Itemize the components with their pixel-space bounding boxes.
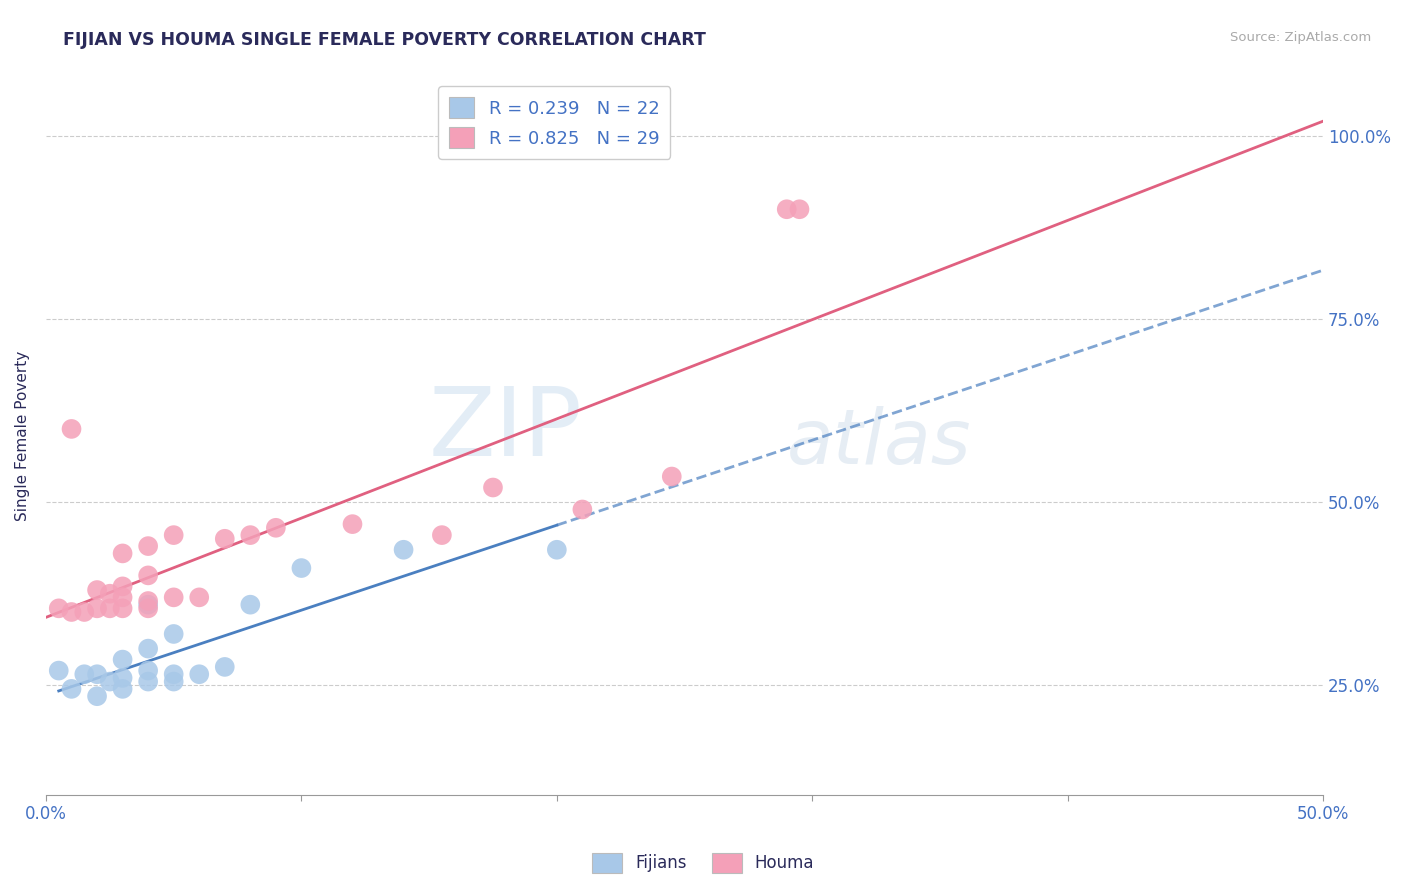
Point: [86, 582, 108, 597]
Point: [98, 601, 121, 615]
Legend: R = 0.239   N = 22, R = 0.825   N = 29: R = 0.239 N = 22, R = 0.825 N = 29: [439, 87, 671, 159]
Point: [163, 528, 186, 542]
Point: [188, 667, 211, 681]
Text: Source: ZipAtlas.com: Source: ZipAtlas.com: [1230, 31, 1371, 45]
Point: [239, 528, 262, 542]
Point: [111, 591, 134, 605]
Point: [482, 481, 505, 495]
Point: [214, 532, 236, 546]
Point: [60, 681, 83, 696]
Point: [214, 660, 236, 674]
Point: [136, 601, 159, 615]
Point: [789, 202, 811, 217]
Legend: Fijians, Houma: Fijians, Houma: [585, 847, 821, 880]
Point: [98, 587, 121, 601]
Point: [48, 664, 70, 678]
Point: [60, 605, 83, 619]
Point: [111, 681, 134, 696]
Point: [111, 579, 134, 593]
Point: [163, 591, 186, 605]
Text: ZIP: ZIP: [429, 383, 582, 475]
Point: [571, 502, 593, 516]
Point: [86, 690, 108, 704]
Point: [290, 561, 312, 575]
Point: [136, 641, 159, 656]
Point: [430, 528, 453, 542]
Point: [776, 202, 799, 217]
Point: [136, 539, 159, 553]
Point: [73, 667, 96, 681]
Point: [188, 591, 211, 605]
Point: [136, 674, 159, 689]
Point: [98, 674, 121, 689]
Point: [239, 598, 262, 612]
Y-axis label: Single Female Poverty: Single Female Poverty: [15, 351, 30, 522]
Text: atlas: atlas: [787, 407, 972, 481]
Point: [163, 674, 186, 689]
Point: [48, 601, 70, 615]
Point: [86, 601, 108, 615]
Point: [60, 422, 83, 436]
Point: [546, 542, 568, 557]
Point: [136, 568, 159, 582]
Point: [111, 546, 134, 560]
Point: [163, 627, 186, 641]
Point: [136, 598, 159, 612]
Point: [136, 664, 159, 678]
Point: [111, 652, 134, 666]
Point: [111, 601, 134, 615]
Point: [163, 667, 186, 681]
Point: [111, 671, 134, 685]
Point: [392, 542, 415, 557]
Text: FIJIAN VS HOUMA SINGLE FEMALE POVERTY CORRELATION CHART: FIJIAN VS HOUMA SINGLE FEMALE POVERTY CO…: [63, 31, 706, 49]
Point: [264, 521, 287, 535]
Point: [342, 517, 364, 532]
Point: [661, 469, 683, 483]
Point: [86, 667, 108, 681]
Point: [73, 605, 96, 619]
Point: [136, 594, 159, 608]
